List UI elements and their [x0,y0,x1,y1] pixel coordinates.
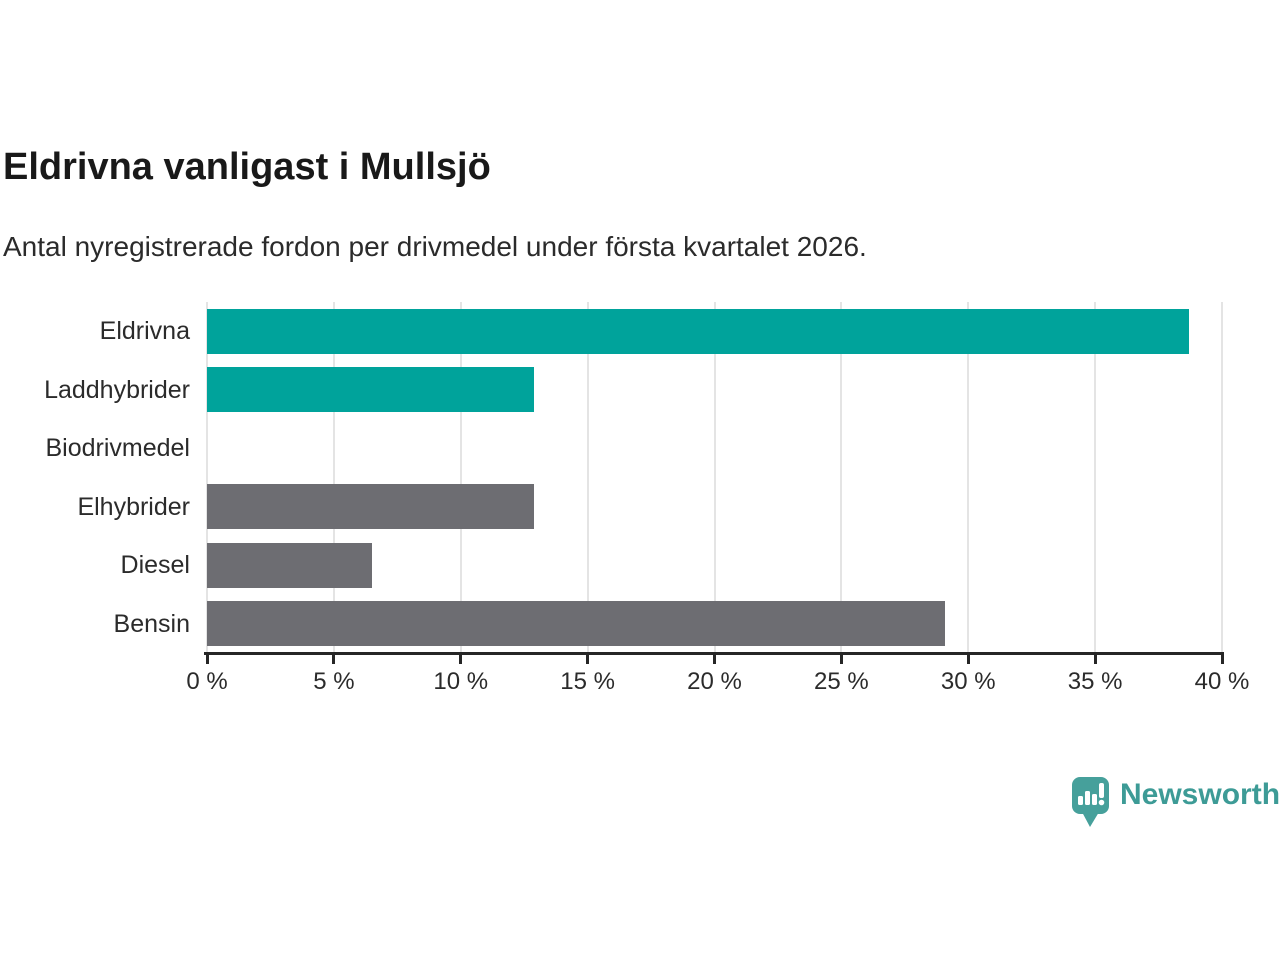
x-axis-tick [586,655,590,664]
x-axis-tick [713,655,716,664]
bar-diesel [207,542,372,588]
bar-row [207,419,1222,478]
bar-row [207,595,1222,654]
x-axis-tick [1093,655,1097,664]
category-label: Biodrivmedel [45,434,190,462]
bar-eldrivna [207,308,1189,354]
bar-elhybrider [207,484,535,530]
vertical-gridline [459,302,462,653]
vertical-gridline [713,302,716,653]
newsworthy-speech-bubble-bar-chart-icon [1072,777,1109,827]
x-axis-tick-label: 35 % [1067,668,1123,695]
chart-subtitle: Antal nyregistrerade fordon per drivmede… [3,231,867,262]
x-axis-tick [1220,655,1224,664]
x-axis-tick [966,655,970,664]
x-axis-tick-label: 30 % [940,668,996,695]
category-label: Elhybrider [77,492,190,521]
x-axis-tick [839,655,843,664]
category-label: Laddhybrider [44,375,190,404]
category-label: Diesel [120,551,190,579]
x-axis-tick [332,655,336,664]
newsworthy-logo-text: Newsworthy [1120,778,1280,811]
vertical-gridline [840,302,843,653]
category-axis-labels: Eldrivna Laddhybrider Biodrivmedel Elhybrid… [0,302,190,653]
bar-row [207,478,1222,537]
vertical-gridline [1094,302,1097,653]
vertical-gridline [1221,302,1223,653]
bar-row [207,361,1222,420]
newsworthy-logo: Newsworthy [1071,776,1280,829]
x-axis-line [204,652,1224,655]
bar-laddhybrider [207,367,535,413]
plot-area [206,302,1223,654]
vertical-gridline [967,302,970,653]
x-axis-tick-label: 25 % [814,668,869,695]
category-label: Bensin [113,609,190,638]
x-axis-tick [205,655,209,664]
x-axis-tick-label: 0 % [186,668,228,695]
bar-row [207,536,1222,595]
chart-title: Eldrivna vanligast i Mullsjö [3,146,491,188]
x-axis-tick-label: 10 % [433,668,489,695]
vertical-gridline [586,302,589,653]
x-axis-tick-label: 40 % [1194,668,1250,695]
x-axis-tick [459,655,463,664]
x-axis-tick-label: 15 % [560,668,615,695]
bar-row [207,302,1222,361]
x-axis-tick-label: 5 % [313,668,355,695]
x-axis-tick-label: 20 % [687,668,742,695]
category-label: Eldrivna [99,317,190,345]
vertical-gridline [332,302,335,653]
vertical-gridline [206,302,208,653]
bar-bensin [207,601,946,647]
